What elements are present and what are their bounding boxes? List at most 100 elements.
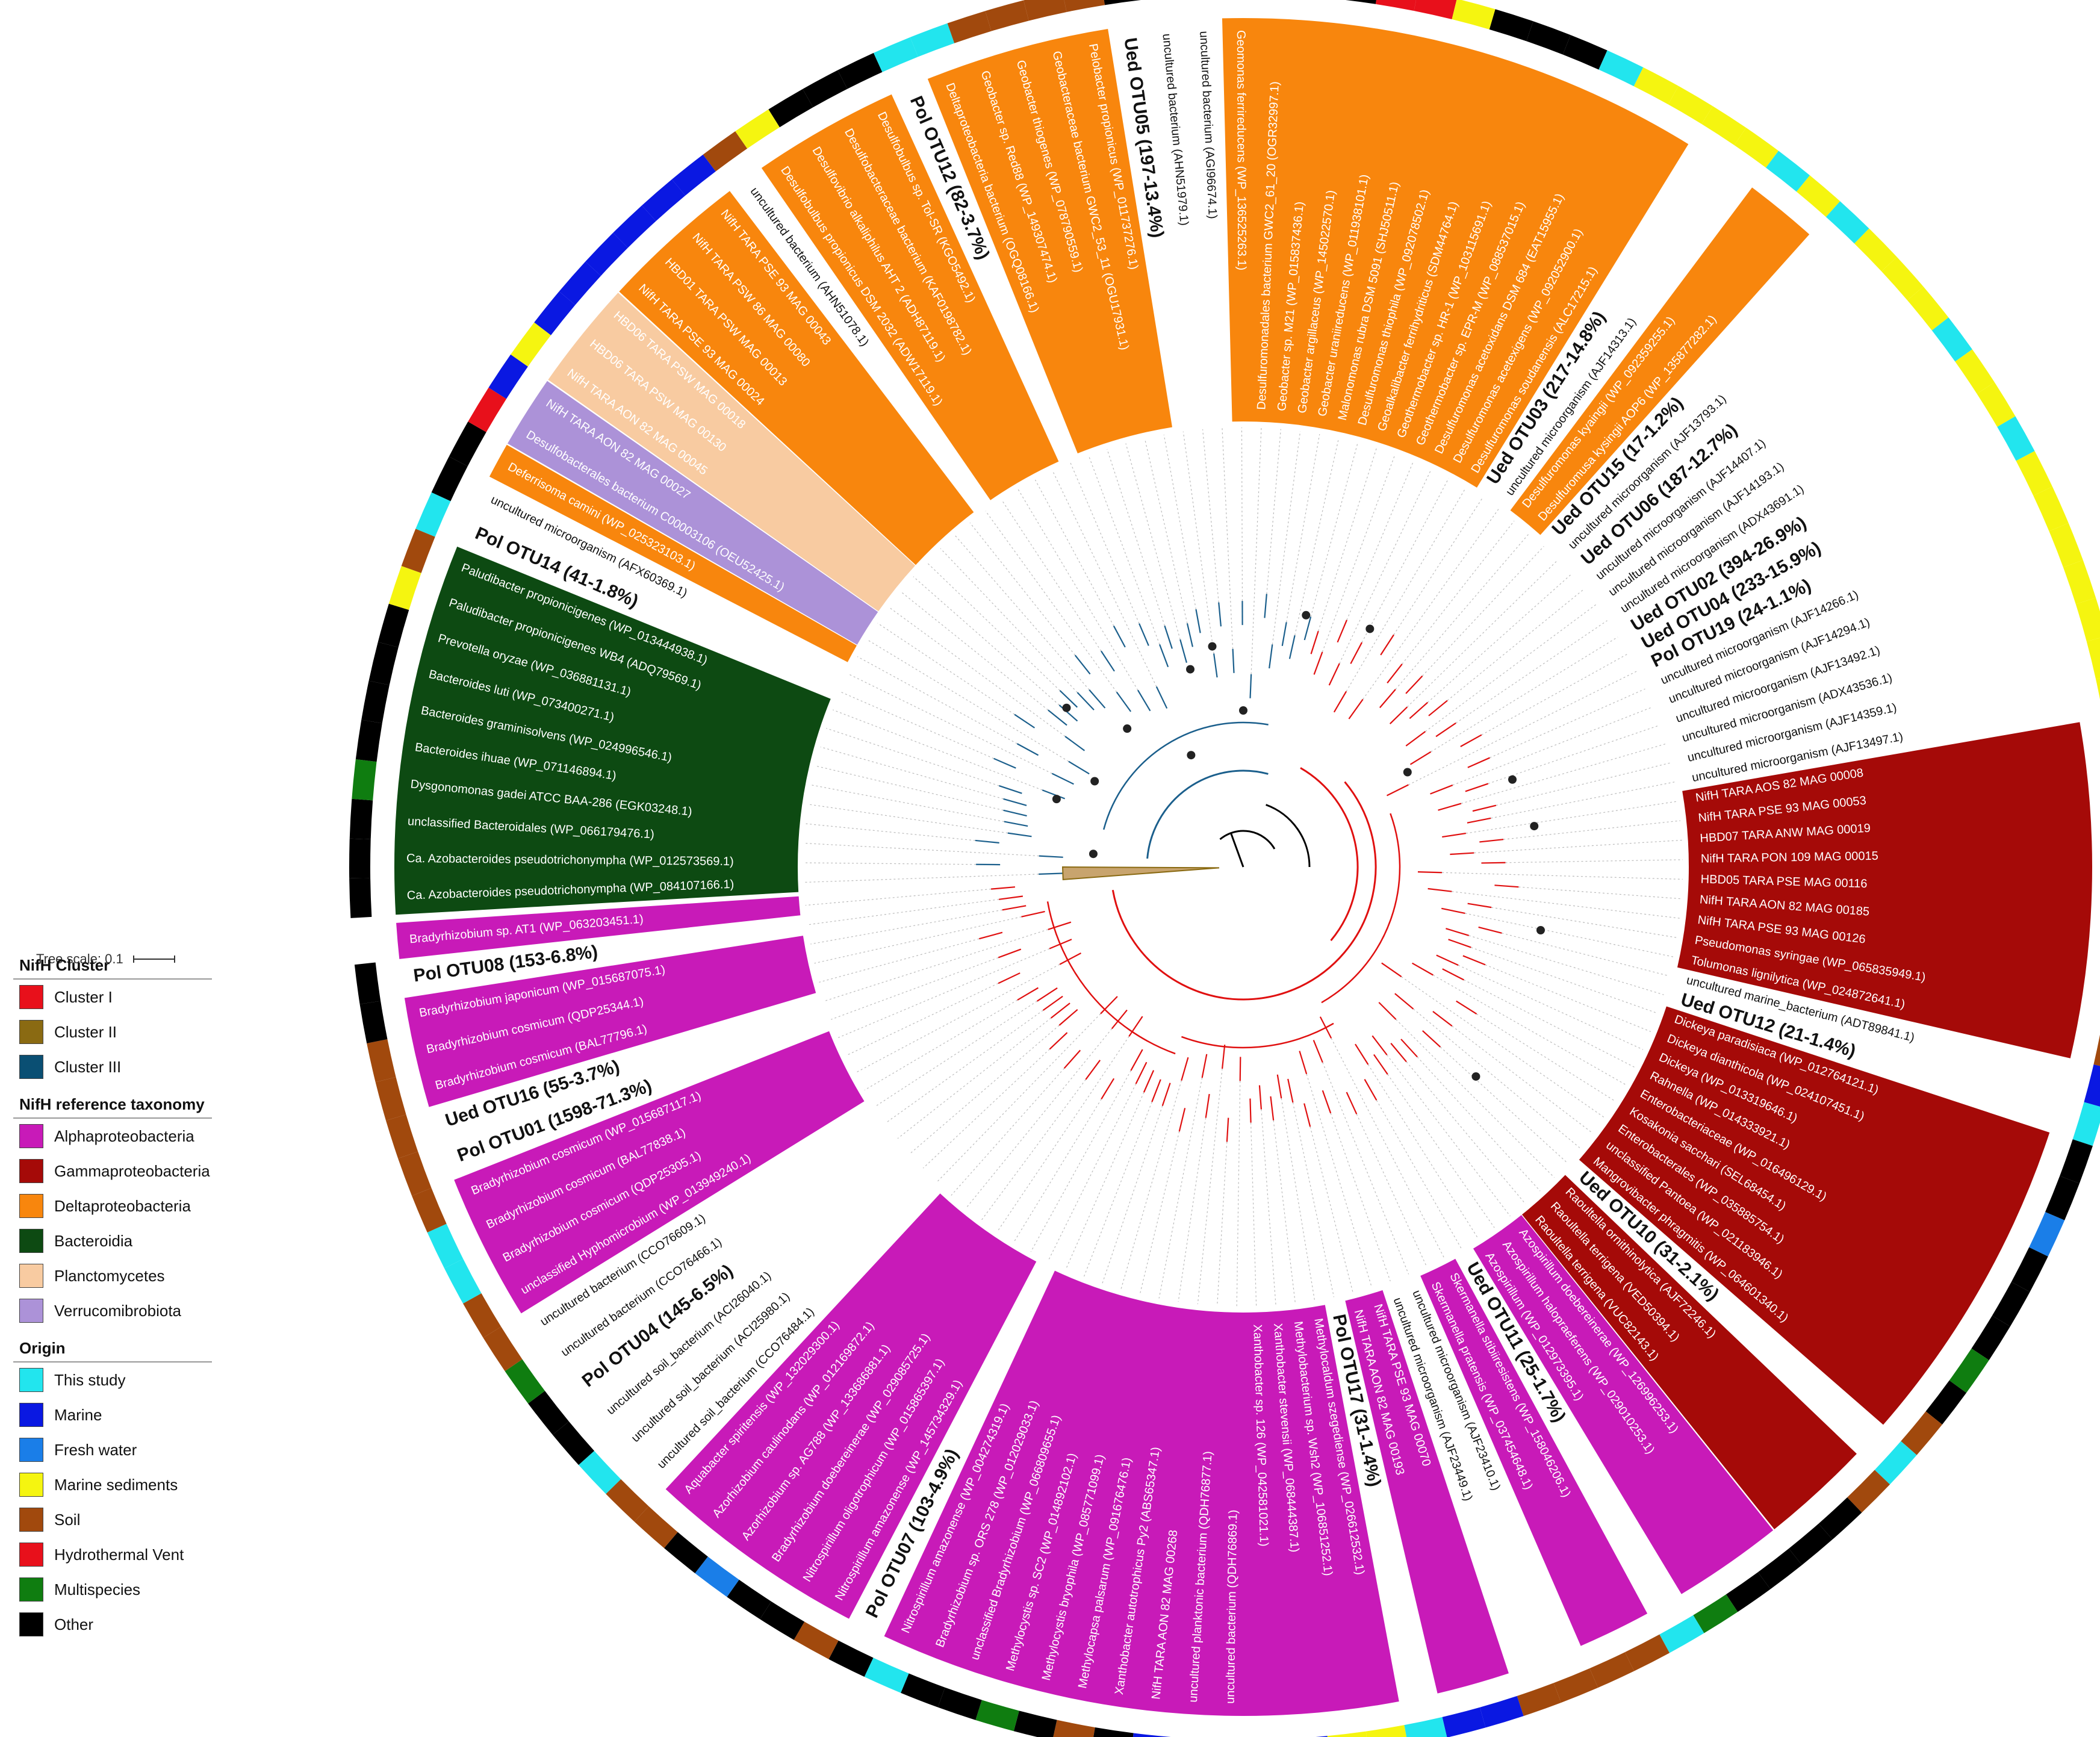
- leaf-guide: [900, 591, 1049, 710]
- leaf-guide: [1461, 744, 1666, 804]
- origin-strip-segment: [511, 322, 551, 367]
- leaf-guide: [1490, 688, 1645, 759]
- origin-strip-segment: [375, 1077, 406, 1121]
- leaf-guide: [1322, 454, 1396, 653]
- legend-item-hydrothermal-vent: Hydrothermal Vent: [13, 1537, 212, 1572]
- leaf-guide: [1491, 907, 1677, 938]
- taxonomy-band: [884, 1270, 1399, 1716]
- leaf-branch: [1435, 722, 1456, 738]
- leaf-guide: [1441, 872, 1683, 880]
- leaf-branch: [1178, 1108, 1186, 1132]
- legend-swatch: [19, 1368, 43, 1392]
- node-dot: [1186, 665, 1195, 674]
- legend-item-marine: Marine: [13, 1397, 212, 1432]
- legend-label: Cluster II: [54, 1022, 117, 1041]
- leaf-guide: [951, 1067, 1065, 1196]
- leaf-guide: [1217, 1142, 1228, 1306]
- leaf-guide: [1406, 559, 1558, 707]
- origin-strip-segment: [2049, 523, 2083, 568]
- leaf-guide: [1468, 935, 1664, 995]
- origin-strip-segment: [349, 878, 372, 918]
- leaf-branch: [1442, 832, 1466, 838]
- taxonomy-band: [665, 1193, 1037, 1619]
- legend-item-this-study: This study: [13, 1363, 212, 1397]
- leaf-guide: [1330, 1113, 1391, 1282]
- origin-strip-segment: [1365, 1725, 1407, 1737]
- leaf-branch: [1059, 690, 1078, 708]
- cluster-ii-wedge: [1061, 866, 1220, 881]
- leaf-branch: [1258, 1085, 1263, 1110]
- origin-strip-segment: [975, 1700, 1019, 1732]
- leaf-guide: [997, 1036, 1129, 1232]
- leaf-branch: [1226, 1117, 1229, 1142]
- leaf-branch: [1333, 691, 1347, 713]
- leaf-guide: [1465, 801, 1678, 834]
- origin-strip-segment: [910, 23, 955, 57]
- leaf-branch: [1213, 653, 1218, 678]
- origin-strip-segment: [427, 1223, 464, 1269]
- leaf-branch: [1017, 987, 1039, 1001]
- legend-label: Fresh water: [54, 1440, 137, 1459]
- leaf-guide: [940, 548, 1078, 693]
- origin-strip-segment: [388, 566, 421, 611]
- taxonomy-band: [1420, 1258, 1648, 1646]
- leaf-guide: [833, 709, 1043, 791]
- legend-taxonomy-title: NifH reference taxonomy: [13, 1090, 212, 1119]
- leaf-guide: [819, 938, 980, 983]
- leaf-guide: [1422, 546, 1544, 677]
- leaf-guide: [1361, 478, 1449, 643]
- leaf-branch: [1128, 1016, 1143, 1037]
- taxonomy-band: [761, 94, 1059, 500]
- origin-strip-segment: [1931, 317, 1972, 362]
- leaf-guide: [804, 842, 1039, 857]
- tree-arc: [1102, 721, 1269, 830]
- legend-item-cluster-ii: Cluster II: [13, 1015, 212, 1049]
- origin-strip-segment: [354, 962, 381, 1004]
- leaf-guide: [1401, 976, 1605, 1118]
- leaf-branch: [1442, 968, 1464, 981]
- leaf-branch: [1270, 1096, 1275, 1120]
- origin-strip-segment: [385, 1114, 418, 1159]
- tree-spoke: [1230, 833, 1244, 868]
- legend-swatch: [19, 1264, 43, 1288]
- leaf-guide: [1440, 1046, 1568, 1164]
- leaf-guide: [1052, 470, 1157, 687]
- origin-strip-segment: [760, 1601, 805, 1640]
- leaf-branch: [1201, 1054, 1208, 1078]
- leaf-guide: [846, 983, 999, 1056]
- node-dot: [1403, 768, 1412, 777]
- origin-strip-segment: [1907, 287, 1949, 331]
- leaf-branch: [1048, 709, 1067, 726]
- tree-arc: [1321, 813, 1401, 1004]
- leaf-branch: [1428, 700, 1448, 716]
- leaf-guide: [1393, 498, 1483, 635]
- origin-strip-segment: [1517, 1683, 1561, 1717]
- leaf-guide: [1356, 1114, 1427, 1267]
- leaf-branch: [1049, 1032, 1068, 1050]
- leaf-branch: [1239, 1057, 1241, 1081]
- leaf-guide: [1406, 1061, 1526, 1205]
- leaf-branch: [1276, 1074, 1282, 1099]
- leaf-branch: [1195, 609, 1201, 633]
- legend-cluster-items: Cluster I Cluster II Cluster III: [13, 980, 212, 1084]
- legend-swatch: [19, 1403, 43, 1427]
- leaf-branch: [1446, 928, 1470, 936]
- leaf-branch: [979, 931, 1003, 940]
- leaf-branch: [1051, 772, 1074, 785]
- leaf-guide: [1362, 509, 1499, 700]
- origin-strip-segment: [671, 154, 716, 196]
- origin-strip-segment: [1901, 1411, 1942, 1455]
- leaf-branch: [1039, 872, 1063, 875]
- leaf-guide: [807, 899, 999, 925]
- leaf-branch: [1164, 626, 1173, 649]
- leaf-guide: [804, 862, 977, 865]
- origin-strip-segment: [1375, 0, 1417, 11]
- origin-strip-segment: [901, 1673, 945, 1707]
- leaf-branch: [1394, 993, 1414, 1010]
- leaf-guide: [1431, 636, 1618, 753]
- leaf-branch: [1350, 642, 1363, 664]
- origin-strip-segment: [1489, 9, 1533, 42]
- leaf-guide: [1182, 431, 1214, 654]
- tree-arc: [1181, 1022, 1334, 1049]
- leaf-guide: [1163, 434, 1197, 610]
